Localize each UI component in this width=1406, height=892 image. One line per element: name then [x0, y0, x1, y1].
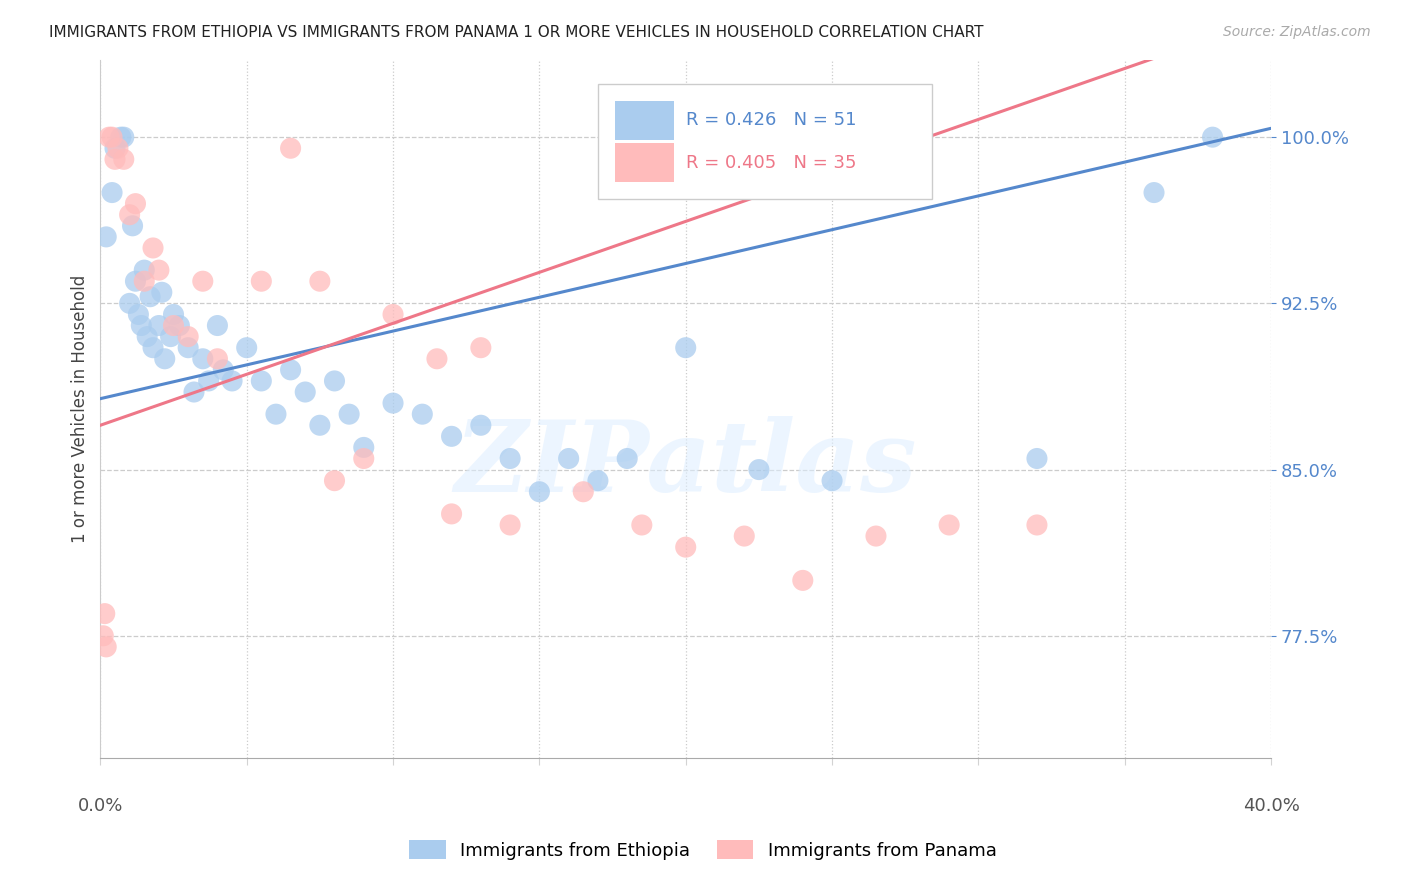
Point	[110, 130, 132, 145]
Point	[294, 384, 316, 399]
Point	[426, 351, 449, 366]
Point	[191, 351, 214, 366]
Point	[177, 341, 200, 355]
Point	[96, 640, 118, 654]
Point	[616, 451, 638, 466]
Point	[309, 274, 332, 288]
Point	[148, 263, 170, 277]
Point	[1143, 186, 1166, 200]
Point	[169, 318, 191, 333]
Point	[104, 153, 127, 167]
Point	[250, 374, 273, 388]
Y-axis label: 1 or more Vehicles in Household: 1 or more Vehicles in Household	[72, 275, 89, 542]
Point	[675, 341, 697, 355]
Point	[572, 484, 595, 499]
Point	[134, 263, 156, 277]
Legend: Immigrants from Ethiopia, Immigrants from Panama: Immigrants from Ethiopia, Immigrants fro…	[402, 833, 1004, 867]
Point	[586, 474, 609, 488]
Point	[470, 418, 492, 433]
Point	[499, 518, 522, 533]
Point	[382, 308, 405, 322]
Point	[139, 290, 162, 304]
Point	[124, 274, 146, 288]
Point	[309, 418, 332, 433]
Point	[353, 451, 375, 466]
Point	[93, 607, 115, 621]
Point	[440, 429, 463, 443]
FancyBboxPatch shape	[598, 84, 932, 199]
Point	[121, 219, 143, 233]
Point	[112, 153, 135, 167]
Point	[821, 474, 844, 488]
Point	[150, 285, 173, 300]
Point	[630, 518, 652, 533]
Point	[280, 363, 302, 377]
Point	[118, 208, 141, 222]
Point	[183, 384, 205, 399]
Point	[411, 407, 433, 421]
Point	[221, 374, 243, 388]
Point	[865, 529, 887, 543]
Text: 40.0%: 40.0%	[1243, 797, 1299, 814]
Point	[337, 407, 360, 421]
Point	[212, 363, 235, 377]
Point	[250, 274, 273, 288]
Point	[529, 484, 551, 499]
Point	[191, 274, 214, 288]
Point	[112, 130, 135, 145]
Point	[91, 629, 114, 643]
Point	[323, 474, 346, 488]
Point	[142, 241, 165, 255]
Point	[207, 318, 229, 333]
Point	[131, 318, 153, 333]
Point	[142, 341, 165, 355]
Text: R = 0.405   N = 35: R = 0.405 N = 35	[686, 154, 856, 172]
Point	[159, 329, 181, 343]
Point	[1026, 451, 1049, 466]
Point	[104, 141, 127, 155]
Point	[177, 329, 200, 343]
Point	[675, 540, 697, 554]
Point	[207, 351, 229, 366]
Point	[938, 518, 960, 533]
Point	[162, 308, 184, 322]
Point	[98, 130, 121, 145]
Point	[353, 441, 375, 455]
Text: IMMIGRANTS FROM ETHIOPIA VS IMMIGRANTS FROM PANAMA 1 OR MORE VEHICLES IN HOUSEHO: IMMIGRANTS FROM ETHIOPIA VS IMMIGRANTS F…	[49, 25, 984, 40]
Point	[557, 451, 579, 466]
Point	[323, 374, 346, 388]
Point	[440, 507, 463, 521]
FancyBboxPatch shape	[616, 102, 673, 140]
Point	[124, 196, 146, 211]
Point	[136, 329, 159, 343]
Point	[162, 318, 184, 333]
Point	[134, 274, 156, 288]
Text: R = 0.426   N = 51: R = 0.426 N = 51	[686, 112, 856, 129]
Point	[197, 374, 219, 388]
Point	[235, 341, 257, 355]
Point	[470, 341, 492, 355]
Point	[153, 351, 176, 366]
Point	[148, 318, 170, 333]
Point	[1026, 518, 1049, 533]
Point	[264, 407, 287, 421]
Point	[118, 296, 141, 310]
Point	[96, 230, 118, 244]
Text: Source: ZipAtlas.com: Source: ZipAtlas.com	[1223, 25, 1371, 39]
Point	[792, 574, 814, 588]
Point	[127, 308, 149, 322]
Text: 0.0%: 0.0%	[77, 797, 124, 814]
FancyBboxPatch shape	[616, 144, 673, 182]
Point	[748, 462, 770, 476]
Point	[499, 451, 522, 466]
Point	[107, 141, 129, 155]
Point	[280, 141, 302, 155]
Point	[733, 529, 755, 543]
Point	[101, 130, 124, 145]
Point	[101, 186, 124, 200]
Point	[382, 396, 405, 410]
Point	[1201, 130, 1223, 145]
Text: ZIPatlas: ZIPatlas	[454, 417, 917, 513]
